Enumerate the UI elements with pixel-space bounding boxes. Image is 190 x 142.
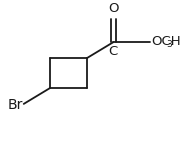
Text: 3: 3 [166, 40, 172, 49]
Text: Br: Br [7, 98, 23, 112]
Text: C: C [108, 45, 118, 58]
Text: O: O [108, 2, 118, 15]
Text: OCH: OCH [151, 35, 181, 48]
